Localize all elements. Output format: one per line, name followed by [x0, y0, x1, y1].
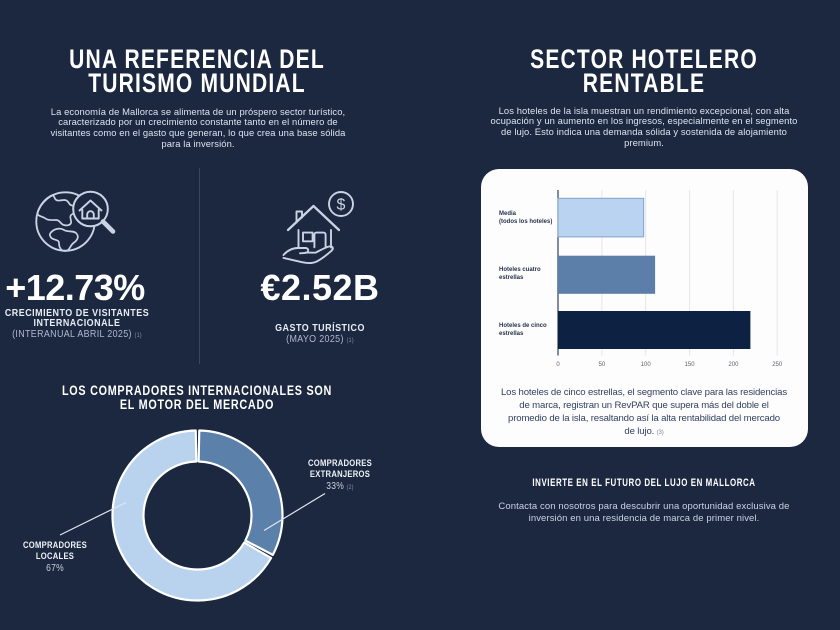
svg-text:Hoteles cuatro: Hoteles cuatro: [499, 267, 541, 273]
svg-text:Hoteles de cinco: Hoteles de cinco: [499, 323, 547, 329]
svg-text:(todos los hoteles): (todos los hoteles): [499, 219, 552, 225]
svg-text:50: 50: [599, 362, 606, 368]
svg-text:estrellas: estrellas: [499, 331, 524, 337]
svg-text:150: 150: [685, 362, 696, 368]
svg-text:$: $: [337, 197, 346, 214]
svg-text:estrellas: estrellas: [499, 275, 524, 281]
svg-text:0: 0: [556, 362, 560, 368]
svg-text:200: 200: [728, 362, 739, 368]
svg-text:Media: Media: [499, 211, 517, 217]
svg-text:250: 250: [772, 362, 783, 368]
svg-text:100: 100: [641, 362, 652, 368]
